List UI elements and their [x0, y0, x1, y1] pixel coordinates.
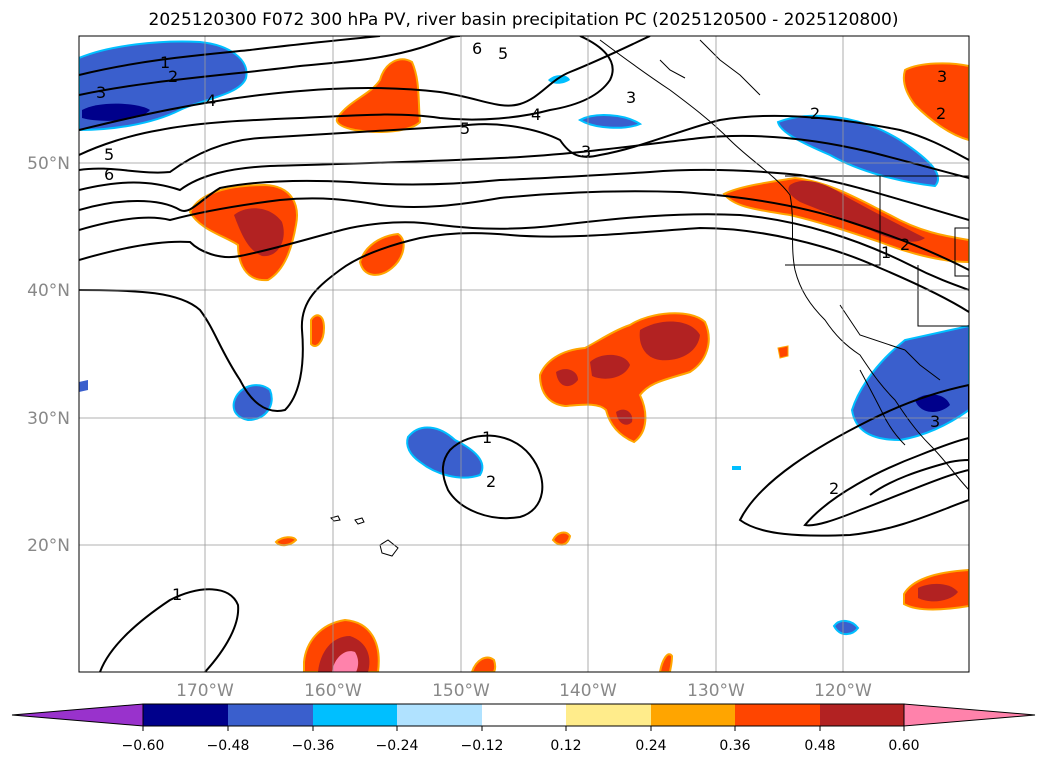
colorbar-segment — [482, 704, 566, 726]
colorbar-segment — [735, 704, 820, 726]
contour-label: 1 — [160, 53, 170, 72]
colorbar-tick-label: 0.60 — [888, 738, 919, 754]
longitude-labels: 170°W 160°W 150°W 140°W 130°W 120°W — [176, 681, 872, 701]
contour-label: 6 — [104, 165, 114, 184]
colorbar-tick-label: −0.12 — [461, 738, 504, 754]
contour-label: 2 — [810, 104, 820, 123]
colorbar-tick-label: −0.36 — [292, 738, 335, 754]
lat-label: 40°N — [27, 281, 70, 301]
colorbar-tick-label: −0.48 — [207, 738, 250, 754]
lon-label: 140°W — [559, 681, 617, 701]
contour-label: 6 — [472, 39, 482, 58]
lon-label: 160°W — [304, 681, 362, 701]
coastlines — [330, 39, 969, 557]
contour-label: 3 — [96, 83, 106, 102]
map-title: 2025120300 F072 300 hPa PV, river basin … — [148, 10, 899, 30]
contour-label: 4 — [206, 91, 216, 110]
colorbar-tick-label: 0.36 — [719, 738, 750, 754]
colorbar-tick-label: 0.48 — [804, 738, 835, 754]
contour-label: 2 — [900, 235, 910, 254]
colorbar-tick-label: −0.60 — [122, 738, 165, 754]
contour-label: 3 — [581, 142, 591, 161]
colorbar-segment — [651, 704, 735, 726]
contour-label: 2 — [486, 472, 496, 491]
contour-label: 3 — [626, 88, 636, 107]
colorbar-segment — [566, 704, 651, 726]
colorbar-extend-max — [903, 703, 1036, 727]
contour-label: 2 — [829, 479, 839, 498]
lat-label: 20°N — [27, 536, 70, 556]
contour-label: 5 — [104, 145, 114, 164]
colorbar-tick-label: 0.12 — [550, 738, 581, 754]
plot-frame — [78, 35, 970, 673]
colorbar-segment — [313, 704, 397, 726]
contour-label: 2 — [168, 67, 178, 86]
gridlines — [79, 36, 969, 672]
lon-label: 170°W — [176, 681, 234, 701]
contour-label: 4 — [531, 105, 541, 124]
contour-label: 1 — [172, 585, 182, 604]
lat-label: 30°N — [27, 409, 70, 429]
negative-anomaly-fields — [79, 40, 969, 636]
contour-label: 3 — [937, 67, 947, 86]
map-plot-area: 1 2 3 4 5 6 5 6 5 4 3 3 2 2 3 1 2 1 2 1 … — [79, 36, 969, 672]
colorbar-segment — [820, 704, 904, 726]
colorbar-tick-label: −0.24 — [376, 738, 419, 754]
pv-contours — [79, 36, 969, 672]
lon-label: 130°W — [687, 681, 745, 701]
colorbar-extend-min — [11, 703, 144, 727]
colorbar-segment — [143, 704, 228, 726]
latitude-labels: 50°N 40°N 30°N 20°N — [27, 154, 70, 556]
contour-labels: 1 2 3 4 5 6 5 6 5 4 3 3 2 2 3 1 2 1 2 1 … — [96, 39, 947, 604]
lon-label: 150°W — [432, 681, 490, 701]
lon-label: 120°W — [814, 681, 872, 701]
contour-label: 1 — [881, 243, 891, 262]
colorbar: −0.60 −0.48 −0.36 −0.24 −0.12 0.12 0.24 … — [11, 703, 1036, 754]
contour-label: 5 — [498, 44, 508, 63]
colorbar-tick-label: 0.24 — [635, 738, 666, 754]
contour-label: 5 — [460, 119, 470, 138]
colorbar-segment — [397, 704, 482, 726]
lat-label: 50°N — [27, 154, 70, 174]
colorbar-segment — [228, 704, 313, 726]
contour-label: 1 — [482, 428, 492, 447]
contour-label: 2 — [936, 104, 946, 123]
contour-label: 3 — [930, 412, 940, 431]
